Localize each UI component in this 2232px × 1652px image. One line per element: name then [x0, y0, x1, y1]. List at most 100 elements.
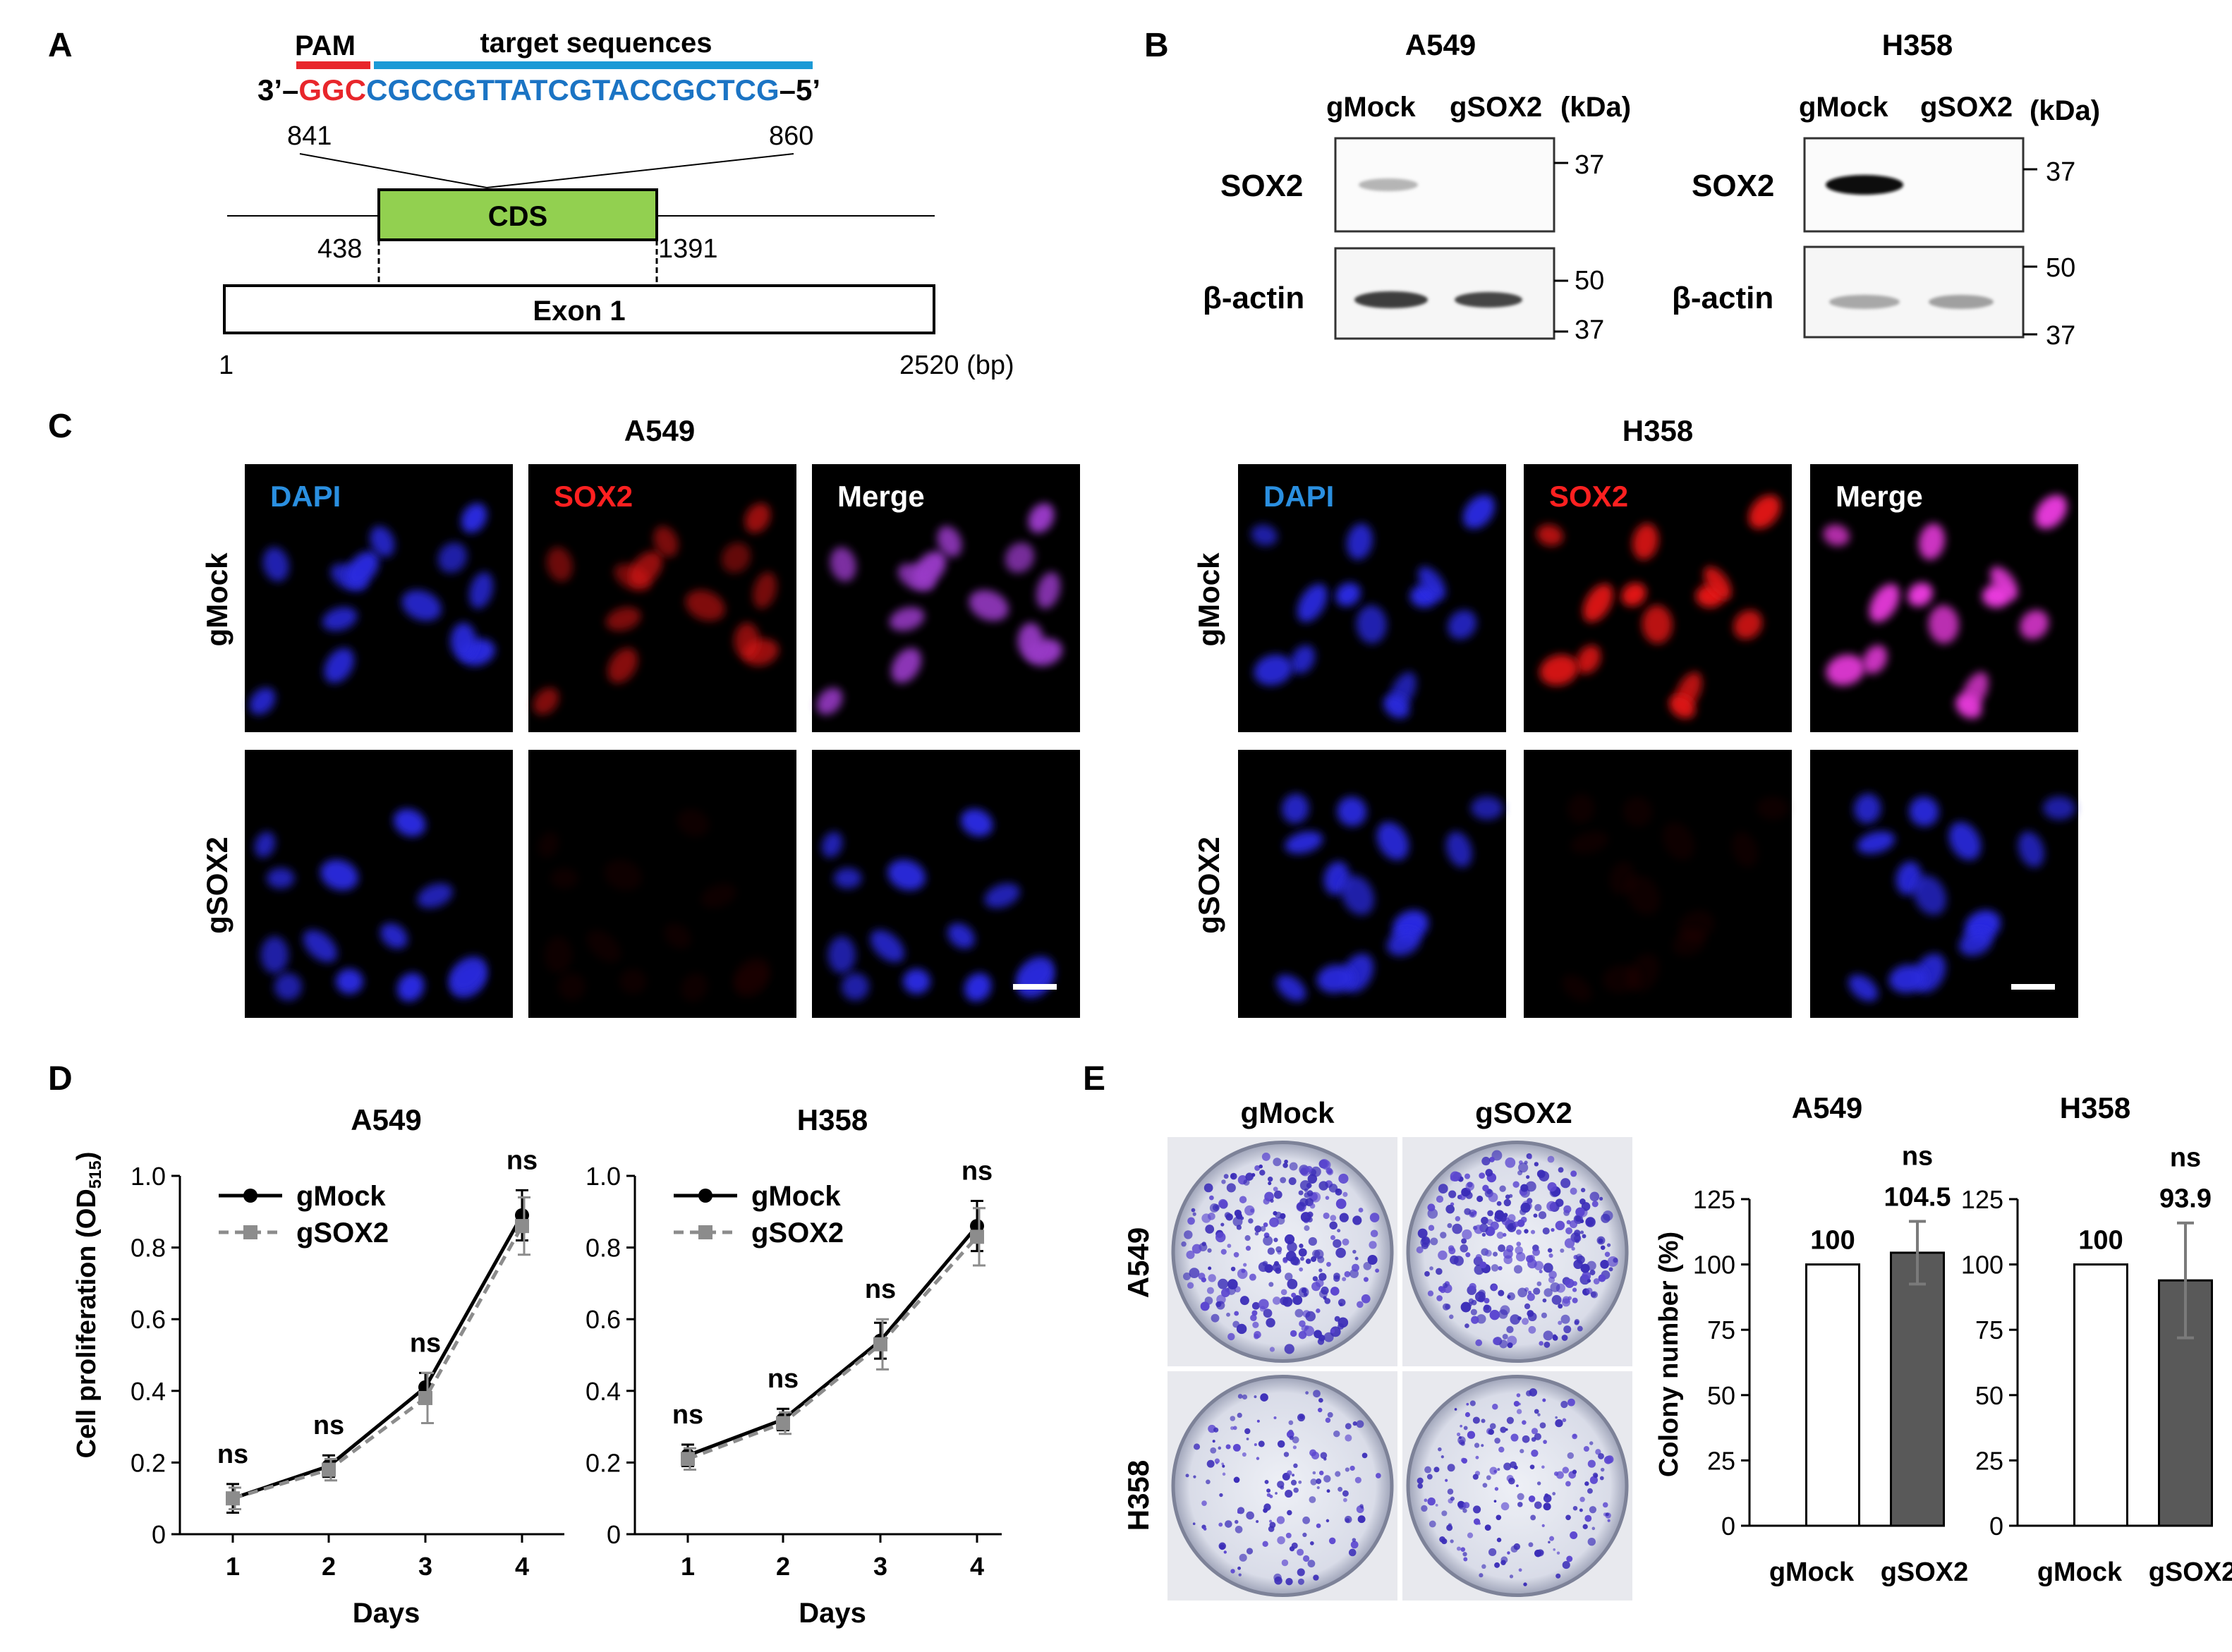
colony — [1354, 1476, 1361, 1483]
colony — [1491, 1150, 1503, 1161]
colony — [1537, 1413, 1541, 1416]
colony — [1549, 1536, 1555, 1541]
colony — [1370, 1229, 1378, 1238]
nucleus — [1445, 831, 1472, 868]
colony — [1538, 1211, 1547, 1220]
colony — [1555, 1198, 1564, 1207]
colony — [1481, 1419, 1486, 1423]
ylabel-end: ) — [72, 1152, 102, 1161]
colony — [1561, 1335, 1568, 1341]
nucleus — [629, 551, 663, 587]
colony — [1297, 1578, 1304, 1585]
colony — [1441, 1510, 1448, 1517]
data-point — [970, 1229, 984, 1244]
colony — [1260, 1393, 1268, 1402]
colony — [1467, 1431, 1476, 1439]
colony — [1299, 1414, 1304, 1420]
nucleus — [393, 808, 426, 837]
colony-plates — [1167, 1137, 1632, 1601]
data-point — [515, 1208, 529, 1222]
colony — [1507, 1292, 1515, 1301]
nucleus — [1602, 964, 1640, 993]
nucleus — [1955, 694, 1982, 719]
significance-label: ns — [313, 1411, 344, 1440]
colony — [1527, 1310, 1534, 1318]
colony — [1551, 1294, 1562, 1305]
exon-label: Exon 1 — [533, 296, 625, 327]
nucleus — [2034, 494, 2068, 529]
colony — [1546, 1201, 1557, 1212]
colony — [1252, 1321, 1259, 1328]
y-tick-label: 0.4 — [586, 1377, 621, 1406]
bar-chart-group: A5490255075100125100gMock104.5nsgSOX2H35… — [1693, 1091, 2232, 1587]
colony — [1526, 1255, 1534, 1263]
nucleus — [1668, 694, 1696, 719]
nucleus — [1907, 583, 1933, 607]
blot-lane-label: gSOX2 — [1920, 92, 2013, 123]
colony — [1569, 1220, 1578, 1229]
colony — [1218, 1198, 1228, 1208]
colony — [1536, 1281, 1542, 1287]
colony — [1310, 1541, 1314, 1545]
nucleus — [1536, 524, 1563, 546]
colony — [1223, 1174, 1229, 1179]
colony — [1586, 1287, 1593, 1294]
blot-band — [1929, 295, 1994, 309]
colony — [1500, 1426, 1507, 1433]
legend-label: gMock — [296, 1181, 386, 1212]
significance-label: ns — [1902, 1141, 1933, 1171]
colony — [1245, 1246, 1251, 1251]
pam-label: PAM — [295, 30, 356, 61]
colony — [1493, 1337, 1500, 1345]
blot-lane-label: gMock — [1326, 92, 1416, 123]
colony — [1323, 1212, 1330, 1220]
colony — [1600, 1260, 1609, 1269]
colony — [1254, 1225, 1262, 1233]
colony — [1440, 1232, 1447, 1239]
blot-membrane — [1803, 245, 2025, 339]
data-point — [970, 1219, 984, 1234]
colony — [1225, 1520, 1232, 1528]
nucleus — [1346, 523, 1373, 560]
colony — [1460, 1244, 1469, 1253]
colony — [1505, 1157, 1516, 1168]
data-point — [873, 1337, 887, 1352]
colony — [1236, 1323, 1247, 1335]
colony — [1244, 1428, 1251, 1435]
colony — [1367, 1254, 1378, 1265]
nucleus — [821, 832, 843, 858]
colony — [1220, 1249, 1227, 1255]
significance-label: ns — [962, 1157, 993, 1186]
legend-marker — [698, 1225, 712, 1239]
nucleus — [1418, 566, 1446, 600]
bar-chart: A549 0 25 50 75 100 125 100 gMock 104.5 ns gSOX2 — [1693, 1091, 1968, 1587]
colony — [1565, 1227, 1573, 1234]
colony — [1196, 1445, 1200, 1449]
nucleus — [1854, 794, 1881, 824]
colony — [1245, 1172, 1254, 1181]
nucleus — [685, 590, 725, 621]
colony — [1242, 1394, 1248, 1400]
colony — [1304, 1225, 1310, 1232]
colony — [1604, 1251, 1611, 1258]
nucleus — [1570, 831, 1609, 854]
nucleus — [937, 526, 962, 557]
proliferation-ylabel: Cell proliferation (OD515) — [72, 1152, 105, 1459]
colony — [1456, 1432, 1461, 1437]
colony — [1226, 1312, 1230, 1317]
colony — [1330, 1215, 1337, 1222]
colony — [1207, 1248, 1212, 1253]
colony — [1268, 1526, 1275, 1532]
colony — [1500, 1560, 1506, 1566]
colony — [1481, 1156, 1491, 1166]
colony — [1472, 1210, 1477, 1215]
colony — [1285, 1273, 1293, 1281]
nucleus — [1576, 645, 1601, 674]
colony — [1281, 1559, 1289, 1567]
colony — [1534, 1162, 1539, 1167]
nucleus — [816, 687, 843, 715]
colony — [1213, 1427, 1219, 1433]
colony — [1555, 1416, 1558, 1419]
colony — [1498, 1244, 1505, 1252]
nucleus — [380, 923, 408, 949]
